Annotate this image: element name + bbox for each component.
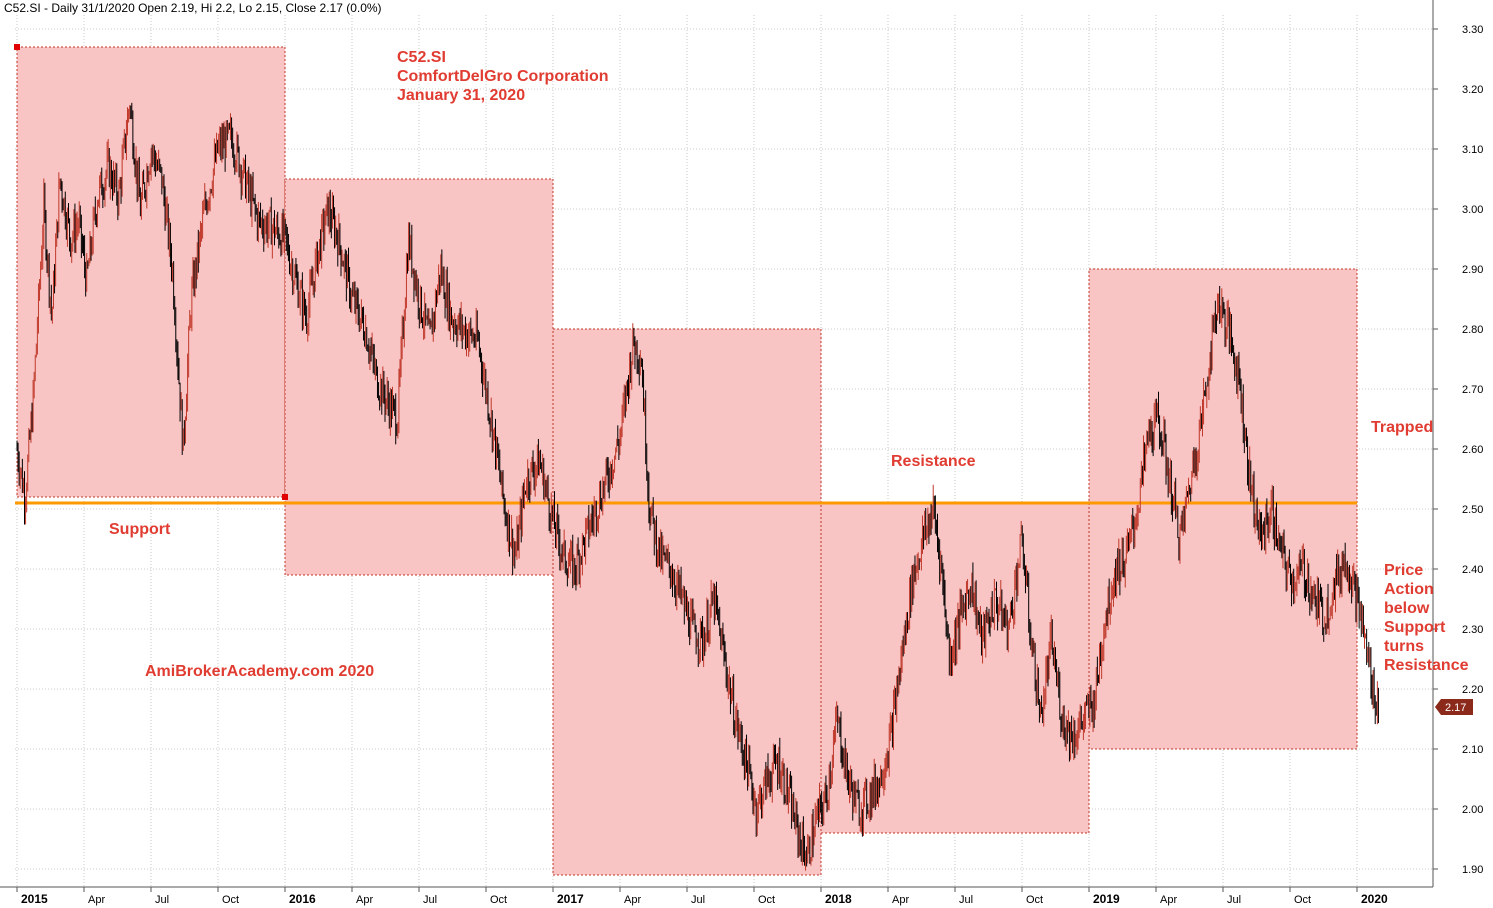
annotation-price-action: Price [1384,562,1423,579]
y-tick-label: 2.00 [1462,804,1483,816]
y-tick-label: 2.30 [1462,624,1483,636]
last-price-label: 2.17 [1445,702,1466,714]
y-tick-label: 2.60 [1462,444,1483,456]
y-tick-label: 2.90 [1462,264,1483,276]
annotation-price-action: Support [1384,619,1446,636]
x-tick-label: Apr [1160,894,1177,906]
x-tick-label: Jul [423,894,437,906]
x-tick-label: Oct [222,894,239,906]
chart-header: C52.SI - Daily 31/1/2020 Open 2.19, Hi 2… [4,1,382,15]
x-tick-label: Apr [892,894,909,906]
range-box-2 [284,178,554,576]
x-tick-label: Jul [1227,894,1241,906]
y-tick-label: 2.70 [1462,384,1483,396]
x-tick-label: Oct [1026,894,1043,906]
y-tick-label: 2.50 [1462,504,1483,516]
annotation-title: ComfortDelGro Corporation [397,68,609,85]
x-tick-label: Apr [624,894,641,906]
y-tick-label: 3.10 [1462,144,1483,156]
annotation-price-action: below [1384,600,1430,617]
box-marker [282,494,288,500]
annotation-support: Support [109,521,171,538]
x-tick-label: Apr [356,894,373,906]
last-price-tag [1435,699,1473,715]
y-tick-label: 2.10 [1462,744,1483,756]
price-series [16,102,1379,871]
annotation-price-action: turns [1384,638,1424,655]
y-tick-label: 2.80 [1462,324,1483,336]
y-tick-label: 2.40 [1462,564,1483,576]
annotation-title: C52.SI [397,49,446,66]
y-tick-label: 2.20 [1462,684,1483,696]
box-marker [14,44,20,50]
range-box-1 [16,46,286,498]
x-tick-label: 2015 [21,892,48,906]
range-boxes [14,44,1358,876]
y-tick-label: 3.20 [1462,84,1483,96]
x-tick-label: Oct [490,894,507,906]
x-tick-label: 2017 [557,892,584,906]
annotation-resistance: Resistance [891,453,976,470]
annotation-price-action: Action [1384,581,1434,598]
annotation-price-action: Resistance [1384,657,1469,674]
x-tick-label: Jul [691,894,705,906]
annotation-title: January 31, 2020 [397,87,525,104]
x-tick-label: Oct [758,894,775,906]
x-tick-label: 2019 [1093,892,1120,906]
range-box-5 [1088,268,1358,750]
x-tick-label: 2018 [825,892,852,906]
range-box-3 [552,328,822,876]
annotations: C52.SI ComfortDelGro Corporation January 3… [109,49,1469,680]
x-tick-label: Jul [959,894,973,906]
y-tick-label: 1.90 [1462,864,1483,876]
annotation-watermark: AmiBrokerAcademy.com 2020 [145,663,374,680]
y-tick-label: 3.30 [1462,24,1483,36]
x-tick-label: 2020 [1361,892,1388,906]
x-tick-label: Apr [88,894,105,906]
x-tick-label: Oct [1294,894,1311,906]
x-tick-label: 2016 [289,892,316,906]
y-tick-label: 3.00 [1462,204,1483,216]
annotation-trapped: Trapped [1371,419,1433,436]
x-tick-label: Jul [155,894,169,906]
